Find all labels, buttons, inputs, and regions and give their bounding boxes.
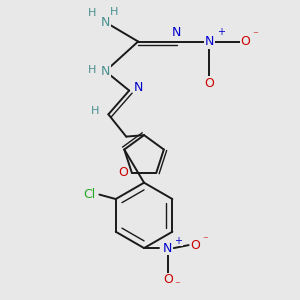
Text: O: O [190, 238, 200, 252]
Text: ⁻: ⁻ [174, 280, 180, 290]
Text: +: + [174, 236, 182, 246]
Text: N: N [172, 26, 182, 39]
Text: Cl: Cl [83, 188, 95, 201]
Text: O: O [240, 35, 250, 48]
Text: N: N [134, 81, 143, 94]
Text: O: O [205, 76, 214, 90]
Text: O: O [163, 273, 173, 286]
Text: O: O [118, 166, 128, 179]
Text: N: N [205, 35, 214, 48]
Text: H: H [88, 65, 96, 75]
Text: +: + [217, 27, 225, 37]
Text: N: N [101, 16, 110, 29]
Text: H: H [88, 8, 96, 18]
Text: ⁻: ⁻ [202, 236, 208, 246]
Text: H: H [91, 106, 99, 116]
Text: N: N [163, 242, 172, 255]
Text: ⁻: ⁻ [253, 31, 259, 40]
Text: N: N [101, 65, 110, 78]
Text: H: H [110, 7, 118, 17]
